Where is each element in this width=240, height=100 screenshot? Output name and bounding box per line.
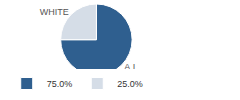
svg-text:A.I.: A.I. (124, 62, 138, 73)
svg-text:WHITE: WHITE (40, 7, 69, 17)
svg-text:75.0%: 75.0% (47, 79, 73, 89)
svg-text:25.0%: 25.0% (117, 79, 143, 89)
